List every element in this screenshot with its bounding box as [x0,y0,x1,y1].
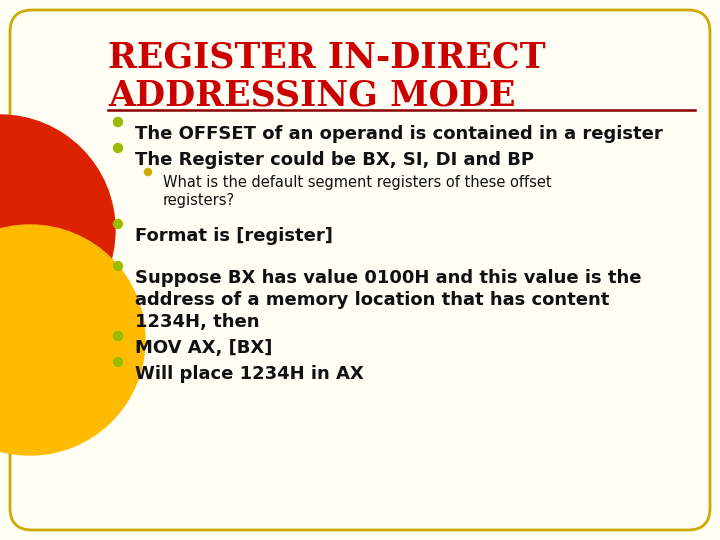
Text: 1234H, then: 1234H, then [135,313,259,331]
Text: Suppose BX has value 0100H and this value is the: Suppose BX has value 0100H and this valu… [135,269,642,287]
Circle shape [114,219,122,228]
Text: ADDRESSING MODE: ADDRESSING MODE [108,78,516,112]
Text: What is the default segment registers of these offset: What is the default segment registers of… [163,175,552,190]
Circle shape [145,168,151,176]
Text: address of a memory location that has content: address of a memory location that has co… [135,291,609,309]
Circle shape [114,332,122,341]
Text: REGISTER IN-DIRECT: REGISTER IN-DIRECT [108,40,546,74]
Text: The Register could be BX, SI, DI and BP: The Register could be BX, SI, DI and BP [135,151,534,169]
Text: The OFFSET of an operand is contained in a register: The OFFSET of an operand is contained in… [135,125,662,143]
Circle shape [114,118,122,126]
Text: MOV AX, [BX]: MOV AX, [BX] [135,339,272,357]
FancyBboxPatch shape [10,10,710,530]
Circle shape [0,115,115,345]
Text: registers?: registers? [163,193,235,208]
Circle shape [114,261,122,271]
Text: Will place 1234H in AX: Will place 1234H in AX [135,365,364,383]
Circle shape [114,357,122,367]
Circle shape [0,225,145,455]
Text: Format is [register]: Format is [register] [135,227,333,245]
Circle shape [114,144,122,152]
